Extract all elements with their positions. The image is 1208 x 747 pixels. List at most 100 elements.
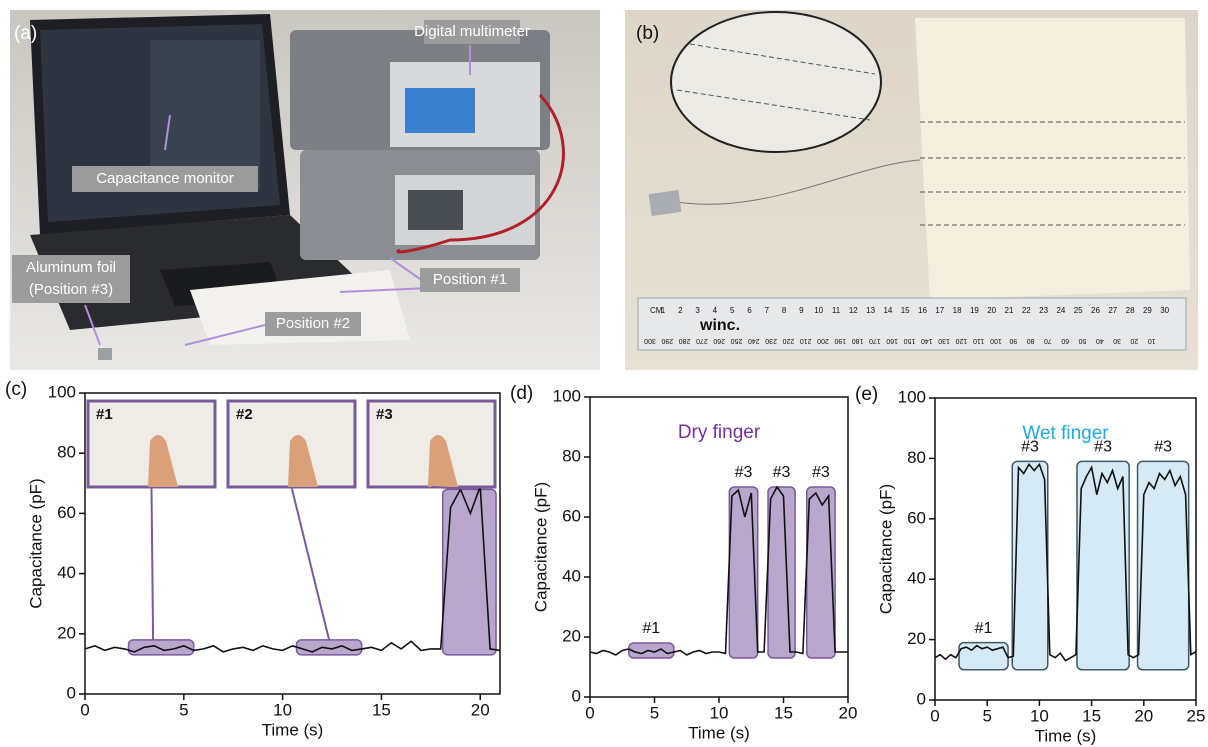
y-tick-label: 0 bbox=[67, 683, 76, 702]
ruler-number: 17 bbox=[935, 306, 944, 315]
ruler-number: 20 bbox=[1130, 337, 1138, 344]
ruler-number: 13 bbox=[866, 306, 875, 315]
ruler-number: 4 bbox=[713, 306, 718, 315]
ruler-number: 170 bbox=[869, 337, 881, 344]
y-tick-label: 20 bbox=[562, 626, 581, 645]
x-tick-label: 20 bbox=[1134, 706, 1153, 725]
x-tick-label: 0 bbox=[585, 703, 594, 722]
region-label: #1 bbox=[642, 620, 660, 637]
ruler-number: 26 bbox=[1091, 306, 1100, 315]
x-tick-label: 15 bbox=[774, 703, 793, 722]
ruler-number: 250 bbox=[731, 337, 743, 344]
ruler-number: 130 bbox=[938, 337, 950, 344]
panel-label: (c) bbox=[5, 379, 27, 400]
ruler-number: 10 bbox=[1148, 337, 1156, 344]
ruler-number: 5 bbox=[730, 306, 735, 315]
y-tick-label: 80 bbox=[562, 446, 581, 465]
panel-label: (a) bbox=[14, 23, 37, 44]
ruler-number: 220 bbox=[782, 337, 794, 344]
x-tick-label: 10 bbox=[710, 703, 729, 722]
y-tick-label: 60 bbox=[57, 503, 76, 522]
photo-a: (a) Digital multimeter Capacitance monit… bbox=[10, 10, 600, 370]
y-tick-label: 80 bbox=[907, 448, 926, 467]
ruler-brand: winc. bbox=[699, 317, 740, 334]
ruler-number: 90 bbox=[1009, 337, 1017, 344]
ruler-number: 27 bbox=[1108, 306, 1117, 315]
y-tick-label: 80 bbox=[57, 443, 76, 462]
x-tick-label: 20 bbox=[839, 703, 858, 722]
photo-label: Position #1 bbox=[433, 271, 507, 288]
x-tick-label: 25 bbox=[1187, 706, 1206, 725]
ruler-number: 70 bbox=[1044, 337, 1052, 344]
figure: (a) Digital multimeter Capacitance monit… bbox=[0, 0, 1208, 747]
x-tick-label: 20 bbox=[471, 700, 490, 719]
highlight-region bbox=[807, 487, 835, 658]
ruler-number: 10 bbox=[814, 306, 823, 315]
inset-connector bbox=[152, 487, 154, 640]
highlight-region bbox=[1077, 461, 1129, 669]
ruler-number: 16 bbox=[918, 306, 927, 315]
ruler-number: 28 bbox=[1126, 306, 1135, 315]
region-label: #3 bbox=[376, 406, 393, 423]
x-tick-label: 10 bbox=[273, 700, 292, 719]
ruler-number: 200 bbox=[817, 337, 829, 344]
photo-label: Position #2 bbox=[276, 315, 350, 332]
y-tick-label: 60 bbox=[907, 508, 926, 527]
ruler-number: 30 bbox=[1113, 337, 1121, 344]
ruler-number: 25 bbox=[1074, 306, 1083, 315]
panel-label: (b) bbox=[636, 23, 659, 44]
ruler-number: 7 bbox=[765, 306, 770, 315]
y-tick-label: 40 bbox=[562, 566, 581, 585]
x-axis-label: Time (s) bbox=[1035, 726, 1097, 745]
ruler-number: 6 bbox=[747, 306, 752, 315]
ruler-number: 9 bbox=[799, 306, 804, 315]
ruler-number: 150 bbox=[904, 337, 916, 344]
ruler-number: 210 bbox=[800, 337, 812, 344]
ruler-number: 8 bbox=[782, 306, 787, 315]
ruler-number: 40 bbox=[1096, 337, 1104, 344]
ruler-number: 11 bbox=[832, 306, 841, 315]
x-tick-label: 5 bbox=[179, 700, 188, 719]
ruler-number: 3 bbox=[695, 306, 700, 315]
photo-label: Aluminum foil bbox=[26, 259, 116, 276]
ruler-number: 29 bbox=[1143, 306, 1152, 315]
region-label: #3 bbox=[1154, 439, 1172, 456]
photo-label: (Position #3) bbox=[29, 281, 113, 298]
ruler-number: 23 bbox=[1039, 306, 1048, 315]
highlight-region bbox=[296, 640, 361, 655]
ruler-number: 20 bbox=[987, 306, 996, 315]
y-axis-label: Capacitance (pF) bbox=[531, 482, 550, 612]
region-label: #1 bbox=[96, 406, 113, 423]
ruler-number: 190 bbox=[834, 337, 846, 344]
ruler-number: 80 bbox=[1027, 337, 1035, 344]
y-axis-label: Capacitance (pF) bbox=[26, 478, 45, 608]
ruler-number: 140 bbox=[921, 337, 933, 344]
x-tick-label: 0 bbox=[930, 706, 939, 725]
x-axis-label: Time (s) bbox=[688, 723, 750, 742]
ruler-number: 15 bbox=[901, 306, 910, 315]
x-tick-label: 0 bbox=[80, 700, 89, 719]
region-label: #1 bbox=[975, 620, 993, 637]
y-tick-label: 20 bbox=[57, 623, 76, 642]
ruler-number: 60 bbox=[1061, 337, 1069, 344]
ruler-number: 18 bbox=[953, 306, 962, 315]
panel-label: (e) bbox=[855, 384, 878, 405]
highlight-region bbox=[128, 640, 193, 655]
x-tick-label: 5 bbox=[650, 703, 659, 722]
ruler-number: 100 bbox=[990, 337, 1002, 344]
ruler-number: 21 bbox=[1005, 306, 1014, 315]
y-tick-label: 100 bbox=[553, 386, 581, 405]
region-label: #2 bbox=[236, 406, 253, 423]
x-tick-label: 10 bbox=[1030, 706, 1049, 725]
ruler-number: 280 bbox=[679, 337, 691, 344]
ruler-number: 300 bbox=[644, 337, 656, 344]
y-tick-label: 60 bbox=[562, 506, 581, 525]
ruler-number: 110 bbox=[973, 337, 984, 344]
panel-label: (d) bbox=[510, 383, 533, 404]
ruler-number: 12 bbox=[849, 306, 858, 315]
inset-connector bbox=[292, 487, 330, 640]
ruler-number: 120 bbox=[955, 337, 967, 344]
y-tick-label: 40 bbox=[907, 569, 926, 588]
y-axis-label: Capacitance (pF) bbox=[876, 484, 895, 614]
chart-title: Wet finger bbox=[1022, 423, 1109, 444]
